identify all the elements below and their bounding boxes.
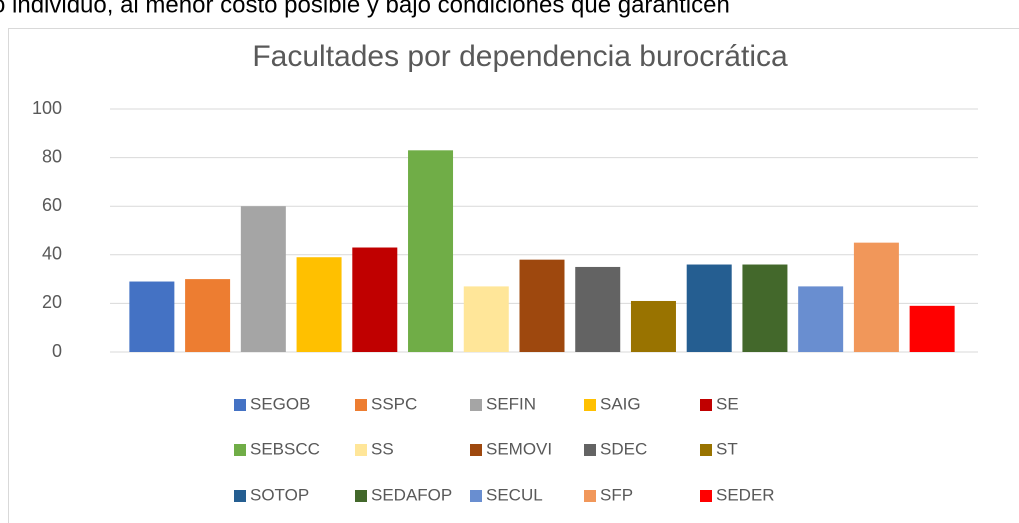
legend-label: SOTOP — [250, 485, 309, 504]
bar — [575, 266, 621, 352]
legend-swatch — [700, 490, 712, 502]
document-text: o individuo, al menor costo posible y ba… — [0, 0, 730, 18]
y-tick-label: 20 — [42, 292, 62, 312]
y-tick-label: 0 — [52, 341, 62, 361]
y-tick-label: 100 — [32, 98, 62, 118]
legend-swatch — [470, 444, 482, 456]
bar — [798, 286, 844, 352]
chart-title: Facultades por dependencia burocrática — [252, 40, 788, 73]
bar — [853, 242, 899, 352]
legend-label: SAIG — [600, 394, 641, 413]
bar — [129, 281, 175, 352]
chart-border — [8, 28, 1019, 523]
legend-label: SE — [716, 394, 739, 413]
legend-label: SSPC — [371, 394, 417, 413]
bar — [240, 206, 286, 352]
legend-label: SEGOB — [250, 394, 310, 413]
legend-swatch — [700, 444, 712, 456]
legend-label: SEDAFOP — [371, 485, 452, 504]
legend-swatch — [355, 399, 367, 411]
legend-label: SDEC — [600, 439, 647, 458]
bar — [463, 286, 509, 352]
legend-label: SECUL — [486, 485, 543, 504]
legend-swatch — [234, 444, 246, 456]
bar — [408, 150, 454, 352]
legend-label: SEMOVI — [486, 439, 552, 458]
legend-swatch — [584, 399, 596, 411]
bar — [352, 247, 398, 352]
legend-swatch — [234, 399, 246, 411]
bar — [296, 257, 342, 352]
y-tick-label: 60 — [42, 195, 62, 215]
legend-label: SS — [371, 439, 394, 458]
bar — [630, 300, 676, 352]
bar — [185, 279, 231, 352]
legend-swatch — [234, 490, 246, 502]
bar — [742, 264, 788, 352]
bar — [909, 305, 955, 352]
legend-swatch — [355, 444, 367, 456]
bar — [686, 264, 732, 352]
legend-label: ST — [716, 439, 738, 458]
legend-swatch — [470, 399, 482, 411]
legend-swatch — [584, 444, 596, 456]
legend-swatch — [355, 490, 367, 502]
legend-label: SEFIN — [486, 394, 536, 413]
legend-label: SEBSCC — [250, 439, 320, 458]
legend-label: SFP — [600, 485, 633, 504]
legend-swatch — [700, 399, 712, 411]
y-tick-label: 80 — [42, 146, 62, 166]
y-tick-label: 40 — [42, 244, 62, 264]
legend-swatch — [584, 490, 596, 502]
bar — [519, 259, 565, 352]
legend-label: SEDER — [716, 485, 775, 504]
legend-swatch — [470, 490, 482, 502]
